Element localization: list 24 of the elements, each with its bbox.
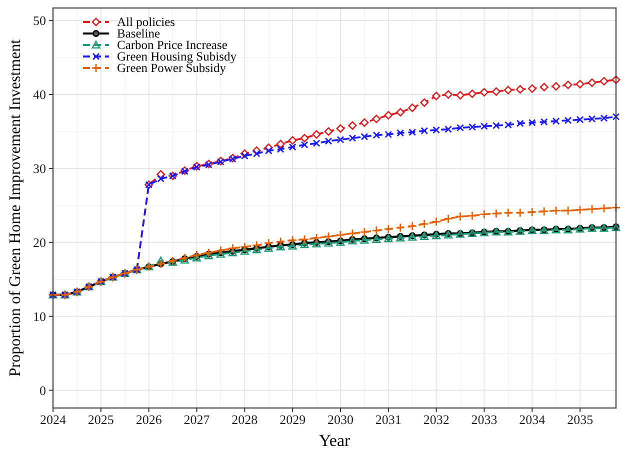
- x-tick-label: 2033: [471, 412, 498, 427]
- x-tick-label: 2031: [375, 412, 402, 427]
- legend-label: All policies: [117, 15, 176, 29]
- y-tick-label: 20: [33, 234, 46, 250]
- y-tick-label: 10: [33, 308, 46, 324]
- x-tick-label: 2026: [136, 412, 162, 427]
- legend-label: Baseline: [117, 26, 160, 40]
- x-tick-label: 2030: [327, 412, 354, 427]
- y-tick-label: 30: [33, 160, 46, 176]
- x-tick-label: 2032: [423, 412, 450, 427]
- y-tick-label: 50: [33, 13, 46, 28]
- x-axis-title: Year: [318, 431, 350, 450]
- x-tick-label: 2028: [232, 412, 258, 427]
- y-axis-title: Proportion of Green Home Improvement Investment: [7, 38, 24, 377]
- x-tick-label: 2024: [40, 412, 66, 427]
- x-tick-label: 2025: [88, 412, 114, 427]
- y-tick-label: 40: [33, 87, 46, 102]
- x-tick-label: 2029: [280, 412, 306, 427]
- y-tick-label: 0: [40, 382, 46, 398]
- x-tick-label: 2027: [184, 412, 210, 427]
- legend-label: Green Housing Subisdy: [117, 50, 238, 64]
- x-tick-label: 2034: [519, 412, 546, 427]
- legend-label: Carbon Price Increase: [117, 38, 228, 52]
- x-tick-label: 2035: [567, 412, 594, 427]
